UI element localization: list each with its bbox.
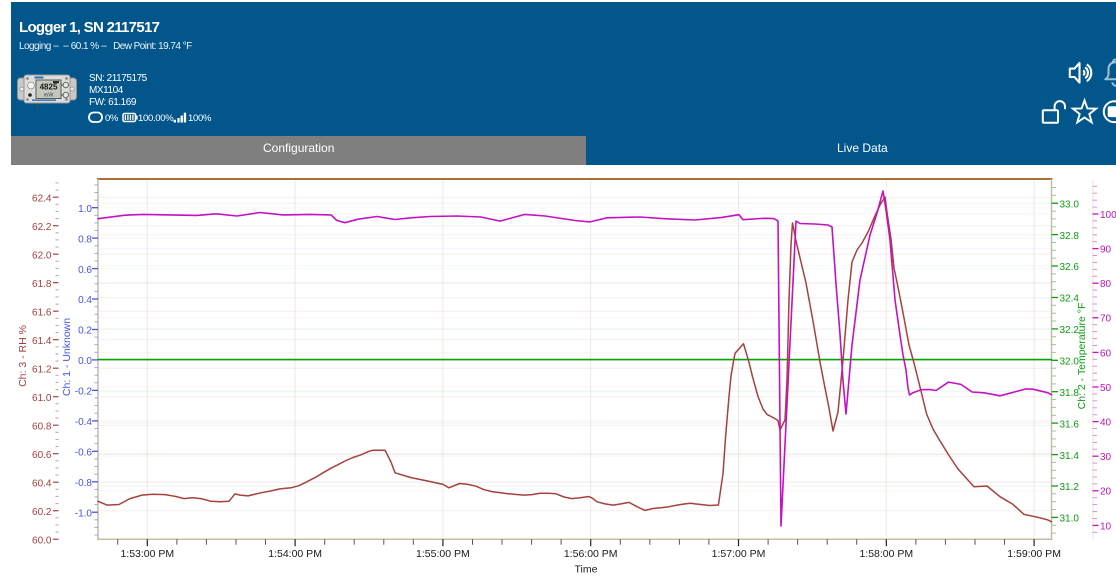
svg-text:1.0: 1.0 bbox=[78, 204, 92, 215]
svg-text:1:53:00 PM: 1:53:00 PM bbox=[120, 548, 174, 560]
svg-text:0.6: 0.6 bbox=[78, 265, 92, 276]
svg-text:0.0: 0.0 bbox=[78, 356, 92, 367]
svg-text:20: 20 bbox=[1100, 487, 1112, 498]
svg-text:-0.2: -0.2 bbox=[75, 387, 93, 398]
svg-text:31.4: 31.4 bbox=[1060, 451, 1080, 462]
svg-text:32.0: 32.0 bbox=[1060, 357, 1080, 368]
svg-text:60.2: 60.2 bbox=[32, 507, 52, 518]
svg-text:Time: Time bbox=[575, 564, 598, 576]
svg-text:31.2: 31.2 bbox=[1060, 482, 1080, 493]
svg-text:80: 80 bbox=[1100, 279, 1112, 290]
svg-text:0.8: 0.8 bbox=[78, 234, 92, 245]
svg-text:1:59:00 PM: 1:59:00 PM bbox=[1007, 548, 1061, 560]
svg-text:40: 40 bbox=[1100, 418, 1112, 429]
svg-text:-1.0: -1.0 bbox=[75, 508, 93, 519]
svg-text:mW: mW bbox=[44, 93, 55, 99]
svg-text:4825: 4825 bbox=[40, 83, 58, 92]
svg-text:0.2: 0.2 bbox=[78, 326, 92, 337]
svg-text:31.8: 31.8 bbox=[1060, 388, 1080, 399]
svg-text:1:56:00 PM: 1:56:00 PM bbox=[564, 548, 618, 560]
svg-text:61.6: 61.6 bbox=[32, 307, 52, 318]
svg-text:10: 10 bbox=[1100, 521, 1112, 532]
svg-text:1:58:00 PM: 1:58:00 PM bbox=[859, 548, 913, 560]
svg-text:31.6: 31.6 bbox=[1060, 419, 1080, 430]
svg-text:Ch: 1 - Unknown: Ch: 1 - Unknown bbox=[61, 318, 73, 396]
svg-text:62.0: 62.0 bbox=[32, 250, 52, 261]
svg-text:60.0: 60.0 bbox=[32, 535, 52, 546]
svg-text:60.6: 60.6 bbox=[32, 450, 52, 461]
svg-text:31.0: 31.0 bbox=[1060, 514, 1080, 525]
svg-text:70: 70 bbox=[1100, 314, 1112, 325]
svg-text:0.4: 0.4 bbox=[78, 295, 92, 306]
svg-text:60.8: 60.8 bbox=[32, 421, 52, 432]
svg-text:30: 30 bbox=[1100, 452, 1112, 463]
svg-text:-0.6: -0.6 bbox=[75, 448, 93, 459]
svg-text:61.0: 61.0 bbox=[32, 393, 52, 404]
svg-text:-0.4: -0.4 bbox=[75, 417, 93, 428]
svg-text:90: 90 bbox=[1100, 245, 1112, 256]
svg-text:Ch: 2 - Temperature °F: Ch: 2 - Temperature °F bbox=[1076, 303, 1088, 410]
svg-text:62.4: 62.4 bbox=[32, 193, 52, 204]
svg-text:32.2: 32.2 bbox=[1060, 325, 1080, 336]
svg-text:60.4: 60.4 bbox=[32, 478, 52, 489]
svg-text:60: 60 bbox=[1100, 348, 1112, 359]
svg-text:32.8: 32.8 bbox=[1060, 231, 1080, 242]
svg-text:61.2: 61.2 bbox=[32, 364, 52, 375]
svg-text:62.2: 62.2 bbox=[32, 222, 52, 233]
svg-text:1:55:00 PM: 1:55:00 PM bbox=[416, 548, 470, 560]
svg-text:1:57:00 PM: 1:57:00 PM bbox=[712, 548, 766, 560]
svg-text:100: 100 bbox=[1100, 210, 1116, 221]
svg-text:32.4: 32.4 bbox=[1060, 294, 1080, 305]
svg-text:61.8: 61.8 bbox=[32, 279, 52, 290]
svg-text:50: 50 bbox=[1100, 383, 1112, 394]
svg-text:1:54:00 PM: 1:54:00 PM bbox=[268, 548, 322, 560]
svg-text:32.6: 32.6 bbox=[1060, 262, 1080, 273]
svg-text:-0.8: -0.8 bbox=[75, 478, 93, 489]
svg-text:33.0: 33.0 bbox=[1060, 199, 1080, 210]
svg-text:Ch: 3 - RH %: Ch: 3 - RH % bbox=[17, 325, 29, 387]
svg-text:61.4: 61.4 bbox=[32, 336, 52, 347]
